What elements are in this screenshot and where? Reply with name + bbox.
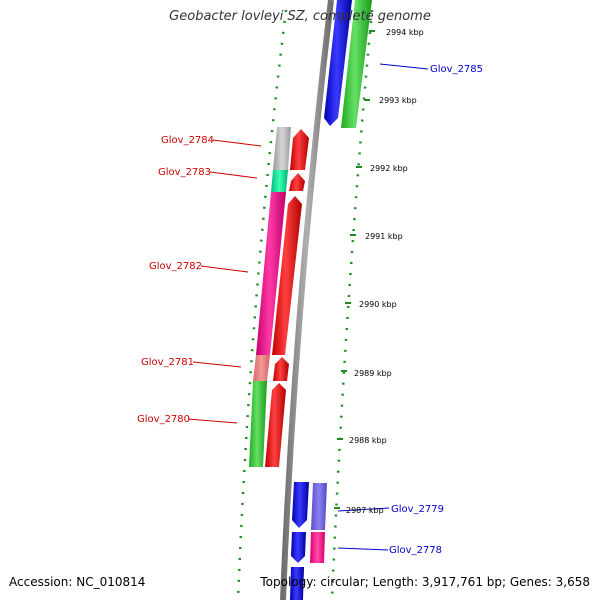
label-line-glov-2783 xyxy=(209,171,258,179)
cds-reverse-arrow-bottom xyxy=(290,567,304,600)
label-line-glov-2778 xyxy=(337,547,389,551)
gene-label-glov-2784[interactable]: Glov_2784 xyxy=(161,135,214,146)
tick-label-2993: 2993 kbp xyxy=(379,96,417,105)
gene-label-glov-2783[interactable]: Glov_2783 xyxy=(158,167,211,178)
genome-backbone xyxy=(280,0,334,600)
label-line-glov-2779 xyxy=(337,507,390,512)
label-line-glov-2781 xyxy=(192,361,242,368)
label-line-glov-2785 xyxy=(379,63,429,70)
cds-forward-arrow-2782 xyxy=(272,196,302,355)
gene-glov-2778-bar xyxy=(310,532,325,563)
cds-forward-arrow-2784 xyxy=(290,129,309,170)
cds-reverse-arrow xyxy=(324,0,352,126)
gene-label-glov-2779[interactable]: Glov_2779 xyxy=(391,504,444,515)
tick-label-2991: 2991 kbp xyxy=(365,232,403,241)
tick-label-2994: 2994 kbp xyxy=(386,28,424,37)
gene-glov-2779-bar xyxy=(311,483,327,530)
cds-forward-arrow-2781 xyxy=(273,357,289,381)
gc-track xyxy=(236,9,374,600)
gene-block-lower xyxy=(290,482,327,600)
gene-glov-2783-bar xyxy=(271,170,288,192)
gene-label-glov-2780[interactable]: Glov_2780 xyxy=(137,414,190,425)
gene-label-glov-2782[interactable]: Glov_2782 xyxy=(149,261,202,272)
gene-block-upper xyxy=(324,0,429,128)
tick-label-2988: 2988 kbp xyxy=(349,436,387,445)
kbp-labels: 2994 kbp 2993 kbp 2992 kbp 2991 kbp 2990… xyxy=(346,28,424,515)
gene-label-glov-2778[interactable]: Glov_2778 xyxy=(389,545,442,556)
accession-text: Accession: NC_010814 xyxy=(9,575,146,589)
tick-label-2987: 2987 kbp xyxy=(346,506,384,515)
gc-track-outer xyxy=(330,9,374,600)
tick-label-2989: 2989 kbp xyxy=(354,369,392,378)
label-line-glov-2780 xyxy=(187,418,238,424)
label-line-glov-2782 xyxy=(200,265,249,273)
label-line-glov-2784 xyxy=(212,139,262,147)
cds-forward-arrow-2780 xyxy=(265,383,286,467)
gene-track-left xyxy=(249,127,291,467)
gene-glov-2785-bar xyxy=(341,0,372,128)
cds-reverse-arrow-2778 xyxy=(291,532,306,563)
topology-text: Topology: circular; Length: 3,917,761 bp… xyxy=(260,575,590,589)
label-leaders xyxy=(187,139,390,551)
gene-glov-2781-bar xyxy=(253,355,270,381)
tick-label-2992: 2992 kbp xyxy=(370,164,408,173)
cds-reverse-arrow-2779 xyxy=(292,482,309,528)
gene-glov-2782-bar xyxy=(256,192,286,355)
gene-label-glov-2785[interactable]: Glov_2785 xyxy=(430,64,483,75)
gene-glov-2780-bar xyxy=(249,381,267,467)
gene-label-glov-2781[interactable]: Glov_2781 xyxy=(141,357,194,368)
tick-label-2990: 2990 kbp xyxy=(359,300,397,309)
cds-forward-track xyxy=(265,129,309,467)
kbp-ticks xyxy=(334,30,375,509)
map-title: Geobacter lovleyi SZ, complete genome xyxy=(169,9,431,24)
gene-labels: Glov_2785 Glov_2784 Glov_2783 Glov_2782 … xyxy=(137,64,483,556)
cds-forward-arrow-2783 xyxy=(289,173,305,191)
gene-glov-2784-bar xyxy=(273,127,291,170)
